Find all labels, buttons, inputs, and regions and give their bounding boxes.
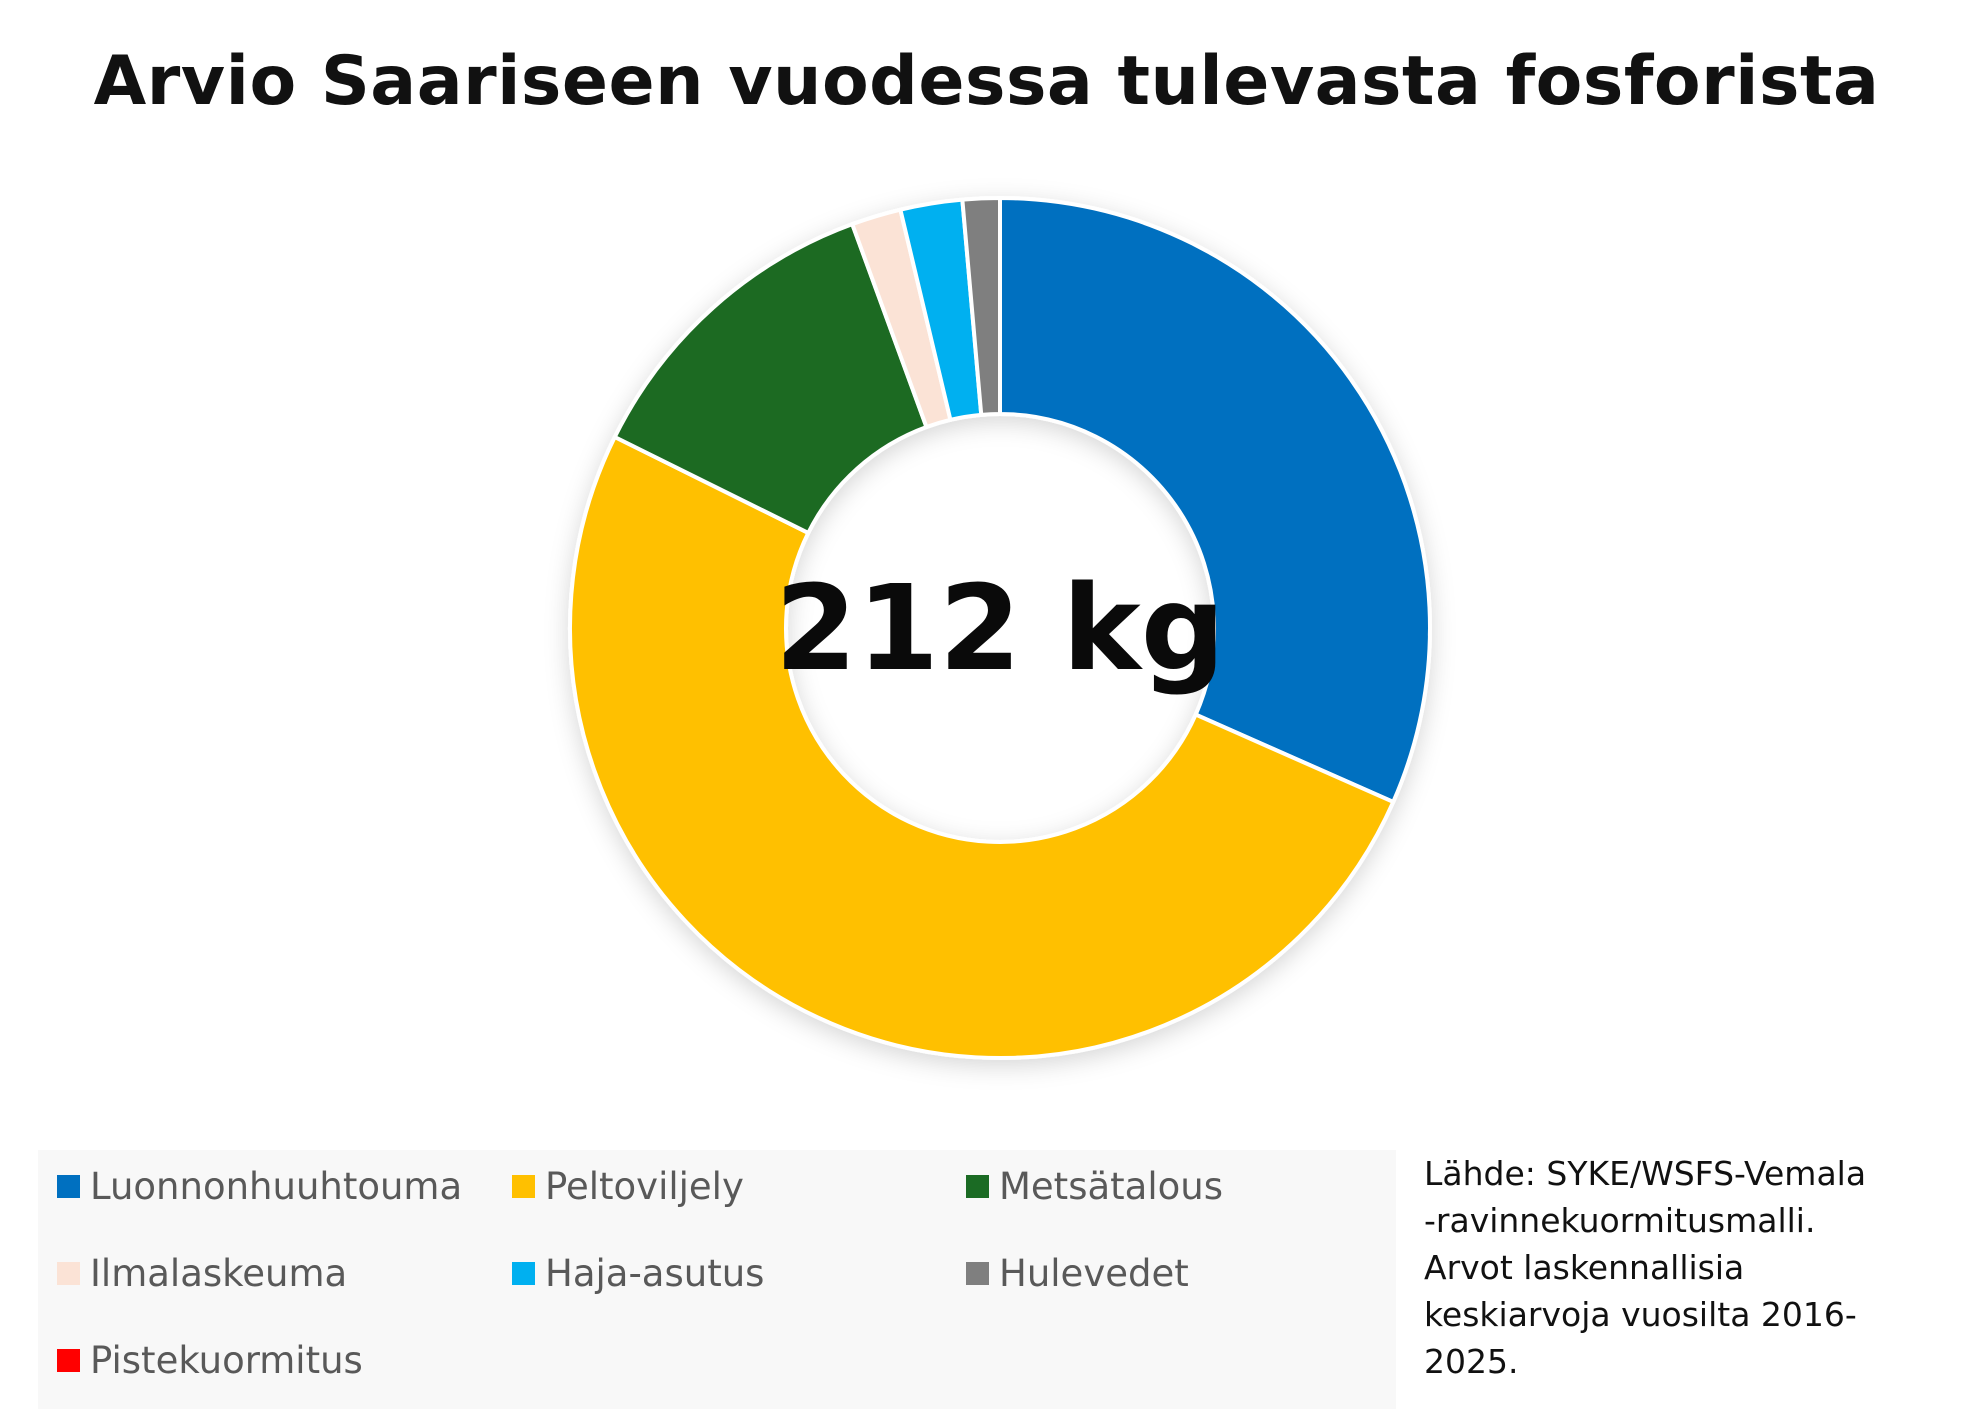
slice-hulevedet: [960, 196, 1002, 417]
legend-label: Luonnonhuuhtouma: [90, 1164, 463, 1208]
legend-label: Hulevedet: [999, 1251, 1189, 1295]
legend-label: Metsätalous: [999, 1164, 1223, 1208]
legend-label: Ilmalaskeuma: [90, 1251, 348, 1295]
legend-swatch: [512, 1174, 535, 1198]
legend-item-ilmalaskeuma: Ilmalaskeuma: [57, 1249, 347, 1297]
legend-item-metsatalous: Metsätalous: [966, 1162, 1223, 1210]
slice-luonnonhuuhtouma: [998, 196, 1432, 804]
legend-swatch: [966, 1261, 989, 1285]
slice-peltoviljely: [568, 434, 1396, 1060]
legend-item-pistekuormitus: Pistekuormitus: [57, 1336, 363, 1384]
legend: Luonnonhuuhtouma Peltoviljely Metsätalous I…: [38, 1150, 1396, 1409]
legend-label: Pistekuormitus: [90, 1338, 363, 1382]
chart-title: Arvio Saariseen vuodessa tulevasta fosfo…: [93, 42, 1880, 121]
legend-swatch: [57, 1174, 80, 1198]
legend-swatch: [512, 1261, 535, 1285]
legend-swatch: [57, 1348, 80, 1372]
center-total-label: 212 kg: [775, 559, 1225, 697]
slice-metsatalous: [612, 222, 929, 535]
donut-slices: [568, 196, 1432, 1060]
legend-item-hulevedet: Hulevedet: [966, 1249, 1189, 1297]
legend-item-haja-asutus: Haja-asutus: [512, 1249, 764, 1297]
donut-chart: 212 kg: [568, 196, 1432, 1060]
legend-label: Haja-asutus: [545, 1251, 765, 1295]
legend-swatch: [966, 1174, 989, 1198]
legend-item-peltoviljely: Peltoviljely: [512, 1162, 744, 1210]
legend-item-luonnonhuuhtouma: Luonnonhuuhtouma: [57, 1162, 462, 1210]
legend-label: Peltoviljely: [545, 1164, 744, 1208]
source-note: Lähde: SYKE/WSFS-Vemala -ravinnekuormitu…: [1424, 1154, 1867, 1381]
legend-swatch: [57, 1261, 80, 1285]
